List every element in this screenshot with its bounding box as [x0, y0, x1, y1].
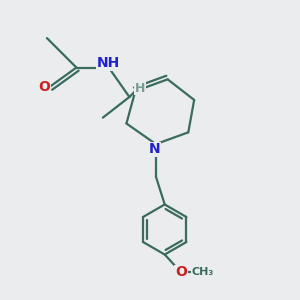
- Text: CH₃: CH₃: [192, 267, 214, 277]
- Text: NH: NH: [97, 56, 120, 70]
- Text: H: H: [134, 82, 145, 95]
- Text: O: O: [175, 265, 187, 279]
- Text: O: O: [38, 80, 50, 94]
- Text: N: N: [148, 142, 160, 156]
